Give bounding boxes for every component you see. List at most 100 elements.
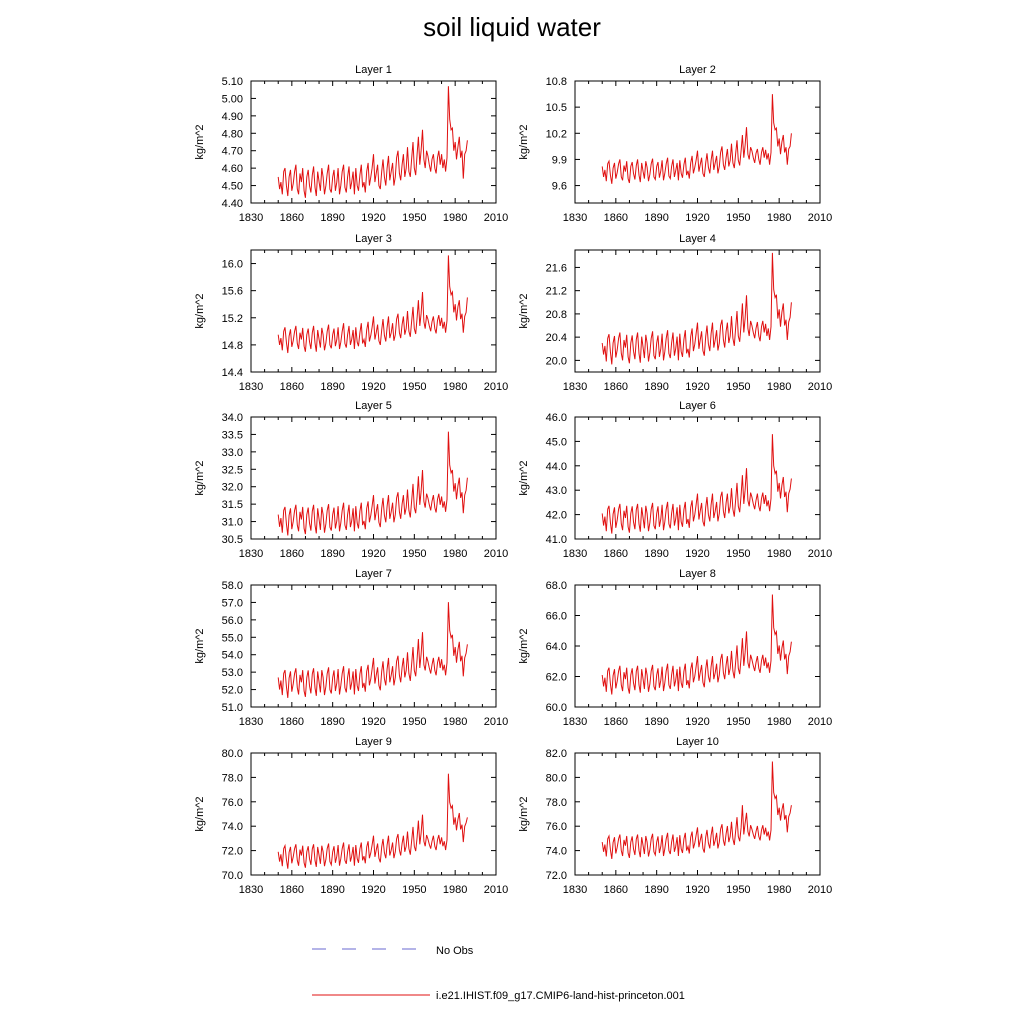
layer-5-xtick-label: 1980 (443, 548, 467, 560)
layer-10-series-line (601, 761, 792, 859)
layer-10-ytick-label: 74.0 (546, 846, 567, 858)
layer-8-series-line (601, 594, 792, 695)
layer-6-ytick-label: 41.0 (546, 534, 567, 546)
layer-6-xtick-label: 2010 (808, 548, 832, 560)
layer-9-ylabel: kg/m^2 (194, 796, 206, 831)
layer-2-ytick-label: 10.8 (546, 76, 567, 88)
layer-1-xtick-label: 1860 (280, 212, 304, 224)
layer-3-xtick-label: 1830 (239, 381, 263, 393)
layer-1-xtick-label: 1830 (239, 212, 263, 224)
layer-2-xtick-label: 1920 (685, 212, 709, 224)
layer-8-ytick-label: 62.0 (546, 672, 567, 684)
layer-7-xtick-label: 1860 (280, 716, 304, 728)
layer-2-xtick-label: 1980 (767, 212, 791, 224)
layer-3-xtick-label: 1890 (320, 381, 344, 393)
layer-6-xtick-label: 1890 (644, 548, 668, 560)
layer-3-xtick-label: 1980 (443, 381, 467, 393)
layer-4-xtick-label: 1950 (726, 381, 750, 393)
layer-3-ytick-label: 16.0 (222, 259, 243, 271)
layer-10-ytick-label: 82.0 (546, 748, 567, 760)
layer-10-ylabel: kg/m^2 (518, 796, 530, 831)
layer-4-ylabel: kg/m^2 (518, 293, 530, 328)
layer-5-xtick-label: 1860 (280, 548, 304, 560)
layer-8-ytick-label: 68.0 (546, 580, 567, 592)
layer-8-xtick-label: 2010 (808, 716, 832, 728)
layer-8-xtick-label: 1830 (563, 716, 587, 728)
layer-6-ytick-label: 46.0 (546, 412, 567, 424)
layer-5-ytick-label: 32.5 (222, 464, 243, 476)
layer-1-ytick-label: 4.80 (222, 128, 243, 140)
layer-1-xtick-label: 1950 (402, 212, 426, 224)
layer-3-series-line (277, 255, 468, 354)
layer-9-ytick-label: 72.0 (222, 846, 243, 858)
layer-2-plot-frame (574, 80, 821, 204)
layer-4-xtick-label: 2010 (808, 381, 832, 393)
layer-6-xtick-label: 1830 (563, 548, 587, 560)
layer-1-xtick-label: 2010 (484, 212, 508, 224)
layer-2-title: Layer 2 (679, 64, 716, 76)
layer-1-ytick-label: 4.40 (222, 198, 243, 210)
layer-5-ytick-label: 31.0 (222, 517, 243, 529)
layer-9-xtick-label: 1980 (443, 884, 467, 896)
layer-2-xtick-label: 2010 (808, 212, 832, 224)
legend-model-label: i.e21.IHIST.f09_g17.CMIP6-land-hist-prin… (436, 990, 685, 1002)
layer-9-xtick-label: 1890 (320, 884, 344, 896)
layer-4-series-line (601, 252, 792, 365)
layer-7-ytick-label: 52.0 (222, 685, 243, 697)
layer-3-ytick-label: 15.6 (222, 286, 243, 298)
layer-8-xtick-label: 1920 (685, 716, 709, 728)
layer-9-title: Layer 9 (355, 736, 392, 748)
layer-3-ytick-label: 14.4 (222, 367, 243, 379)
layer-8-xtick-label: 1890 (644, 716, 668, 728)
layer-2-xtick-label: 1860 (604, 212, 628, 224)
layer-9-ytick-label: 78.0 (222, 772, 243, 784)
layer-7-ytick-label: 56.0 (222, 615, 243, 627)
layer-2-series-line (601, 94, 792, 184)
layer-10-xtick-label: 2010 (808, 884, 832, 896)
layer-8-ytick-label: 64.0 (546, 641, 567, 653)
layer-4-xtick-label: 1860 (604, 381, 628, 393)
layer-6-ytick-label: 43.0 (546, 485, 567, 497)
layer-7-xtick-label: 1890 (320, 716, 344, 728)
layer-1-xtick-label: 1920 (361, 212, 385, 224)
layer-4-xtick-label: 1830 (563, 381, 587, 393)
layer-10-xtick-label: 1980 (767, 884, 791, 896)
layer-6-xtick-label: 1980 (767, 548, 791, 560)
layer-5-ytick-label: 32.0 (222, 482, 243, 494)
layer-1-ytick-label: 5.10 (222, 76, 243, 88)
layer-1-ytick-label: 4.70 (222, 146, 243, 158)
layer-3-ytick-label: 15.2 (222, 313, 243, 325)
layer-10-xtick-label: 1890 (644, 884, 668, 896)
layer-2-ytick-label: 10.5 (546, 102, 567, 114)
layer-3-ylabel: kg/m^2 (194, 293, 206, 328)
layer-10-xtick-label: 1830 (563, 884, 587, 896)
layer-3-title: Layer 3 (355, 233, 392, 245)
layer-5-xtick-label: 2010 (484, 548, 508, 560)
layer-6-ylabel: kg/m^2 (518, 460, 530, 495)
layer-5-xtick-label: 1890 (320, 548, 344, 560)
layer-2-ytick-label: 10.2 (546, 128, 567, 140)
layer-6-title: Layer 6 (679, 400, 716, 412)
layer-9-ytick-label: 76.0 (222, 797, 243, 809)
layer-8-xtick-label: 1860 (604, 716, 628, 728)
layer-5-series-line (277, 431, 468, 536)
layer-2-xtick-label: 1830 (563, 212, 587, 224)
layer-7-xtick-label: 1980 (443, 716, 467, 728)
layer-7-title: Layer 7 (355, 568, 392, 580)
layer-6-xtick-label: 1860 (604, 548, 628, 560)
layer-1-ytick-label: 4.90 (222, 111, 243, 123)
layer-1-ytick-label: 5.00 (222, 93, 243, 105)
layer-7-xtick-label: 1920 (361, 716, 385, 728)
layer-4-xtick-label: 1980 (767, 381, 791, 393)
layer-3-xtick-label: 1920 (361, 381, 385, 393)
layer-5-xtick-label: 1920 (361, 548, 385, 560)
layer-6-xtick-label: 1950 (726, 548, 750, 560)
layer-2-ytick-label: 9.9 (552, 154, 567, 166)
layer-5-ytick-label: 30.5 (222, 534, 243, 546)
layer-8-ytick-label: 60.0 (546, 702, 567, 714)
layer-10-xtick-label: 1860 (604, 884, 628, 896)
layer-7-xtick-label: 1830 (239, 716, 263, 728)
layer-10-xtick-label: 1920 (685, 884, 709, 896)
